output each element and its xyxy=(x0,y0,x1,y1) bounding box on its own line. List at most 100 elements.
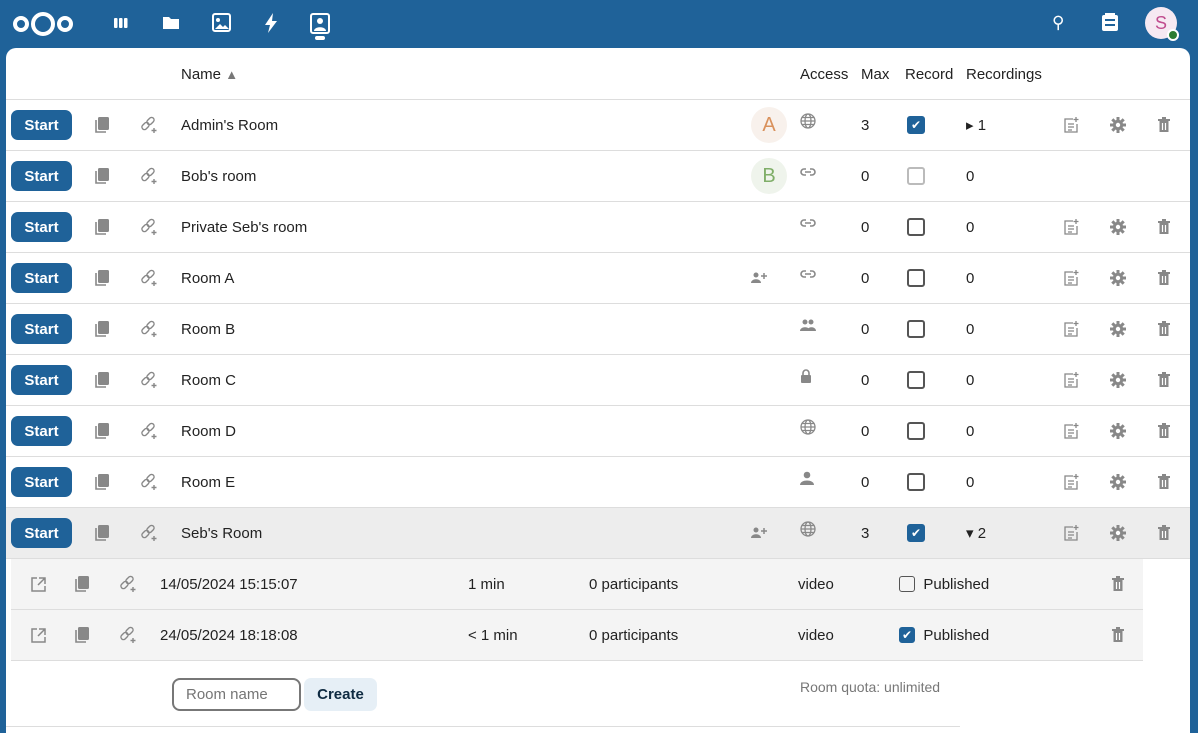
recordings-count[interactable]: ▾ 2 xyxy=(966,525,987,542)
published-checkbox[interactable]: ✔ Published xyxy=(899,610,989,660)
max-column-header: Max xyxy=(861,65,890,83)
room-row: Start Private Seb's room 0 0 xyxy=(6,202,1190,253)
room-name: Seb's Room xyxy=(181,524,263,542)
record-checkbox[interactable] xyxy=(907,355,925,405)
trash-icon[interactable] xyxy=(1157,508,1171,558)
record-checkbox xyxy=(907,151,925,201)
recordings-count[interactable]: 0 xyxy=(966,371,975,389)
access-person-icon xyxy=(800,453,814,503)
record-checkbox[interactable] xyxy=(907,304,925,354)
edit-room-icon[interactable] xyxy=(1063,406,1079,456)
gear-icon[interactable] xyxy=(1110,406,1126,456)
trash-icon[interactable] xyxy=(1111,559,1125,609)
start-button[interactable]: Start xyxy=(11,161,72,191)
gear-icon[interactable] xyxy=(1110,202,1126,252)
trash-icon[interactable] xyxy=(1157,304,1171,354)
link-add-icon[interactable] xyxy=(141,202,159,252)
record-checkbox[interactable] xyxy=(907,253,925,303)
start-button[interactable]: Start xyxy=(11,518,72,548)
edit-room-icon[interactable] xyxy=(1063,202,1079,252)
trash-icon[interactable] xyxy=(1157,457,1171,507)
gear-icon[interactable] xyxy=(1110,457,1126,507)
copy-icon[interactable] xyxy=(95,457,109,507)
edit-room-icon[interactable] xyxy=(1063,100,1079,150)
record-checkbox[interactable] xyxy=(907,406,925,456)
room-name: Bob's room xyxy=(181,167,257,185)
copy-icon[interactable] xyxy=(95,508,109,558)
trash-icon[interactable] xyxy=(1157,406,1171,456)
start-button[interactable]: Start xyxy=(11,212,72,242)
gear-icon[interactable] xyxy=(1110,304,1126,354)
recordings-count[interactable]: 0 xyxy=(966,218,975,236)
link-add-icon[interactable] xyxy=(141,151,159,201)
link-add-icon[interactable] xyxy=(141,100,159,150)
trash-icon[interactable] xyxy=(1157,253,1171,303)
record-checkbox[interactable] xyxy=(907,457,925,507)
files-icon[interactable] xyxy=(162,15,180,30)
recording-participants: 0 participants xyxy=(589,626,679,644)
link-add-icon[interactable] xyxy=(141,304,159,354)
photos-icon[interactable] xyxy=(212,13,231,32)
gear-icon[interactable] xyxy=(1110,355,1126,405)
link-add-icon[interactable] xyxy=(120,559,138,609)
copy-icon[interactable] xyxy=(95,202,109,252)
link-add-icon[interactable] xyxy=(141,355,159,405)
activity-icon[interactable] xyxy=(263,13,279,33)
link-add-icon[interactable] xyxy=(141,508,159,558)
trash-icon[interactable] xyxy=(1157,100,1171,150)
start-button[interactable]: Start xyxy=(11,416,72,446)
copy-icon[interactable] xyxy=(95,355,109,405)
copy-icon[interactable] xyxy=(95,304,109,354)
link-add-icon[interactable] xyxy=(141,457,159,507)
gear-icon[interactable] xyxy=(1110,100,1126,150)
dashboard-icon[interactable] xyxy=(113,16,129,30)
link-add-icon[interactable] xyxy=(141,406,159,456)
recordings-count[interactable]: 0 xyxy=(966,269,975,287)
record-checkbox[interactable]: ✔ xyxy=(907,508,925,558)
start-button[interactable]: Start xyxy=(11,314,72,344)
max-participants: 0 xyxy=(861,422,870,440)
nextcloud-logo[interactable] xyxy=(12,10,74,38)
recordings-count[interactable]: 0 xyxy=(966,320,975,338)
trash-icon[interactable] xyxy=(1111,610,1125,660)
gear-icon[interactable] xyxy=(1110,253,1126,303)
search-icon[interactable]: ⚲ xyxy=(1052,13,1065,32)
edit-room-icon[interactable] xyxy=(1063,355,1079,405)
bbb-icon[interactable] xyxy=(310,13,330,41)
start-button[interactable]: Start xyxy=(11,110,72,140)
room-name: Room E xyxy=(181,473,236,491)
edit-room-icon[interactable] xyxy=(1063,253,1079,303)
trash-icon[interactable] xyxy=(1157,355,1171,405)
published-checkbox[interactable]: Published xyxy=(899,559,989,609)
recordings-count[interactable]: ▸ 1 xyxy=(966,117,987,134)
recordings-count[interactable]: 0 xyxy=(966,473,975,491)
name-column-header[interactable]: Name ▲ xyxy=(181,48,238,100)
rooms-panel: Name ▲ Access Max Record Recordings Star… xyxy=(6,48,1190,733)
edit-room-icon[interactable] xyxy=(1063,304,1079,354)
contacts-icon[interactable] xyxy=(1101,13,1119,33)
recordings-count[interactable]: 0 xyxy=(966,167,975,185)
trash-icon[interactable] xyxy=(1157,202,1171,252)
copy-icon[interactable] xyxy=(95,253,109,303)
record-checkbox[interactable]: ✔ xyxy=(907,100,925,150)
link-add-icon[interactable] xyxy=(141,253,159,303)
copy-icon[interactable] xyxy=(75,559,89,609)
copy-icon[interactable] xyxy=(95,100,109,150)
start-button[interactable]: Start xyxy=(11,263,72,293)
record-checkbox[interactable] xyxy=(907,202,925,252)
gear-icon[interactable] xyxy=(1110,508,1126,558)
copy-icon[interactable] xyxy=(75,610,89,660)
copy-icon[interactable] xyxy=(95,151,109,201)
recordings-count[interactable]: 0 xyxy=(966,422,975,440)
create-button[interactable]: Create xyxy=(304,678,377,711)
room-row: Start Room D 0 0 xyxy=(6,406,1190,457)
link-add-icon[interactable] xyxy=(120,610,138,660)
start-button[interactable]: Start xyxy=(11,365,72,395)
start-button[interactable]: Start xyxy=(11,467,72,497)
room-name-input[interactable] xyxy=(172,678,301,711)
edit-room-icon[interactable] xyxy=(1063,508,1079,558)
open-external-icon[interactable] xyxy=(31,610,46,660)
edit-room-icon[interactable] xyxy=(1063,457,1079,507)
copy-icon[interactable] xyxy=(95,406,109,456)
open-external-icon[interactable] xyxy=(31,559,46,609)
